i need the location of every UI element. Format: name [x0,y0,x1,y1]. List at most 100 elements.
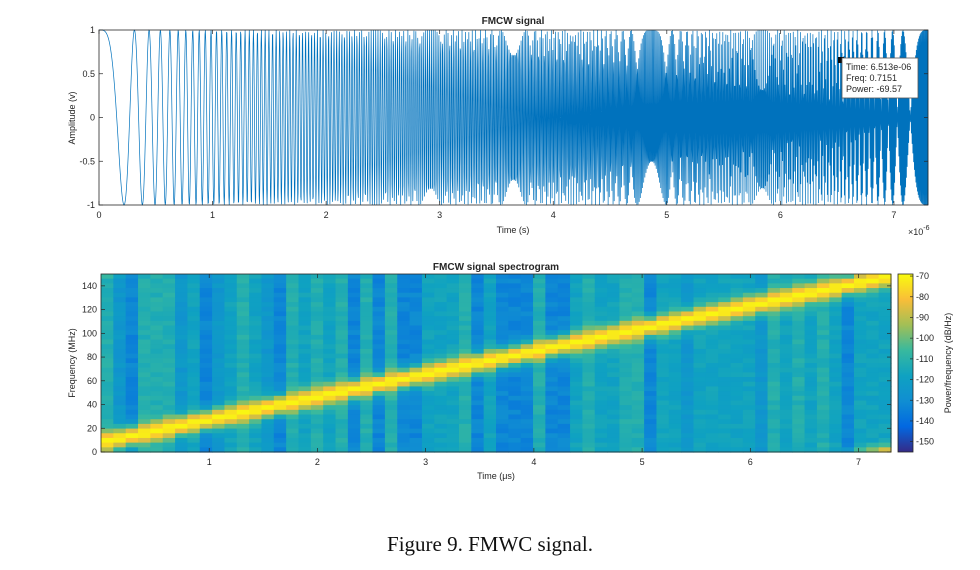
heatmap-cell [656,348,670,355]
heatmap-cell [224,353,238,359]
heatmap-cell [520,311,534,317]
heatmap-cell [668,274,682,280]
heatmap-cell [249,386,263,392]
heatmap-cell [298,325,312,331]
heatmap-cell [841,283,855,289]
heatmap-cell [866,405,880,411]
heatmap-cell [767,306,781,313]
heatmap-cell [372,442,386,448]
heatmap-cell [767,414,781,420]
heatmap-cell [347,316,361,322]
heatmap-cell [755,334,769,341]
colorbar-tick-label: -140 [916,416,934,426]
heatmap-cell [878,278,892,284]
heatmap-cell [681,274,695,280]
heatmap-cell [409,302,423,308]
heatmap-cell [718,442,732,448]
heatmap-cell [384,386,398,392]
heatmap-cell [187,367,201,373]
heatmap-cell [829,278,843,284]
heatmap-cell [570,325,583,331]
heatmap-cell [138,274,151,280]
heatmap-cell [619,316,633,322]
heatmap-cell [557,353,571,359]
heatmap-cell [508,348,522,355]
heatmap-cell [656,395,670,402]
heatmap-cell [829,363,843,369]
datatip-marker[interactable] [838,57,844,63]
heatmap-cell [693,334,707,341]
heatmap-cell [372,311,386,317]
heatmap-cell [434,419,448,425]
heatmap-cell [804,400,818,406]
heatmap-cell [323,278,337,284]
heatmap-cell [409,419,423,425]
heatmap-cell [545,330,559,336]
heatmap-cell [718,423,732,430]
datatip[interactable]: Time: 6.513e-06 Freq: 0.7151 Power: -69.… [838,57,919,99]
signal-x-tick-label: 0 [96,210,101,220]
heatmap-cell [779,344,793,350]
heatmap-cell [533,400,546,406]
heatmap-cell [755,316,769,322]
heatmap-cell [816,278,830,284]
heatmap-cell [113,386,127,392]
heatmap-cell [372,320,386,327]
heatmap-cell [249,447,263,453]
heatmap-cell [508,377,522,383]
heatmap-cell [508,414,522,420]
heatmap-cell [323,433,337,439]
heatmap-cell [162,367,176,373]
heatmap-cell [286,311,300,317]
heatmap-cell [570,377,583,383]
heatmap-cell [421,339,435,345]
heatmap-cell [199,353,213,359]
heatmap-cell [533,306,546,313]
heatmap-cell [175,334,188,341]
heatmap-cell [409,348,423,355]
heatmap-cell [755,363,769,369]
heatmap-cell [557,400,571,406]
heatmap-cell [866,372,880,378]
heatmap-cell [224,348,238,355]
heatmap-cell [829,409,843,416]
heatmap-cell [816,433,830,439]
heatmap-cell [224,311,238,317]
heatmap-cell [816,428,830,434]
heatmap-cell [644,274,658,280]
heatmap-cell [755,395,769,402]
heatmap-cell [421,348,435,355]
heatmap-cell [397,363,411,369]
heatmap-cell [496,278,509,284]
heatmap-cell [101,283,114,289]
heatmap-cell [853,428,867,434]
heatmap-cell [175,405,188,411]
heatmap-cell [570,405,583,411]
heatmap-cell [125,419,139,425]
heatmap-cell [384,442,398,448]
heatmap-cell [557,405,571,411]
heatmap-cell [619,278,633,284]
heatmap-cell [508,283,522,289]
heatmap-cell [668,363,682,369]
heatmap-cell [767,283,781,289]
heatmap-cell [261,353,275,359]
heatmap-cell [545,274,559,280]
signal-y-label: Amplitude (v) [67,91,77,144]
heatmap-cell [656,400,670,406]
heatmap-cell [273,297,287,303]
heatmap-cell [545,339,559,345]
signal-y-tick-label: 0.5 [82,69,95,79]
heatmap-cell [150,320,164,327]
heatmap-cell [644,367,658,373]
heatmap-cell [335,353,349,359]
heatmap-cell [718,288,732,294]
heatmap-cell [656,358,670,364]
heatmap-cell [323,391,337,397]
heatmap-cell [236,302,250,308]
heatmap-cell [224,395,238,402]
heatmap-cell [841,367,855,373]
heatmap-cell [372,363,386,369]
heatmap-cell [384,353,398,359]
heatmap-cell [508,405,522,411]
